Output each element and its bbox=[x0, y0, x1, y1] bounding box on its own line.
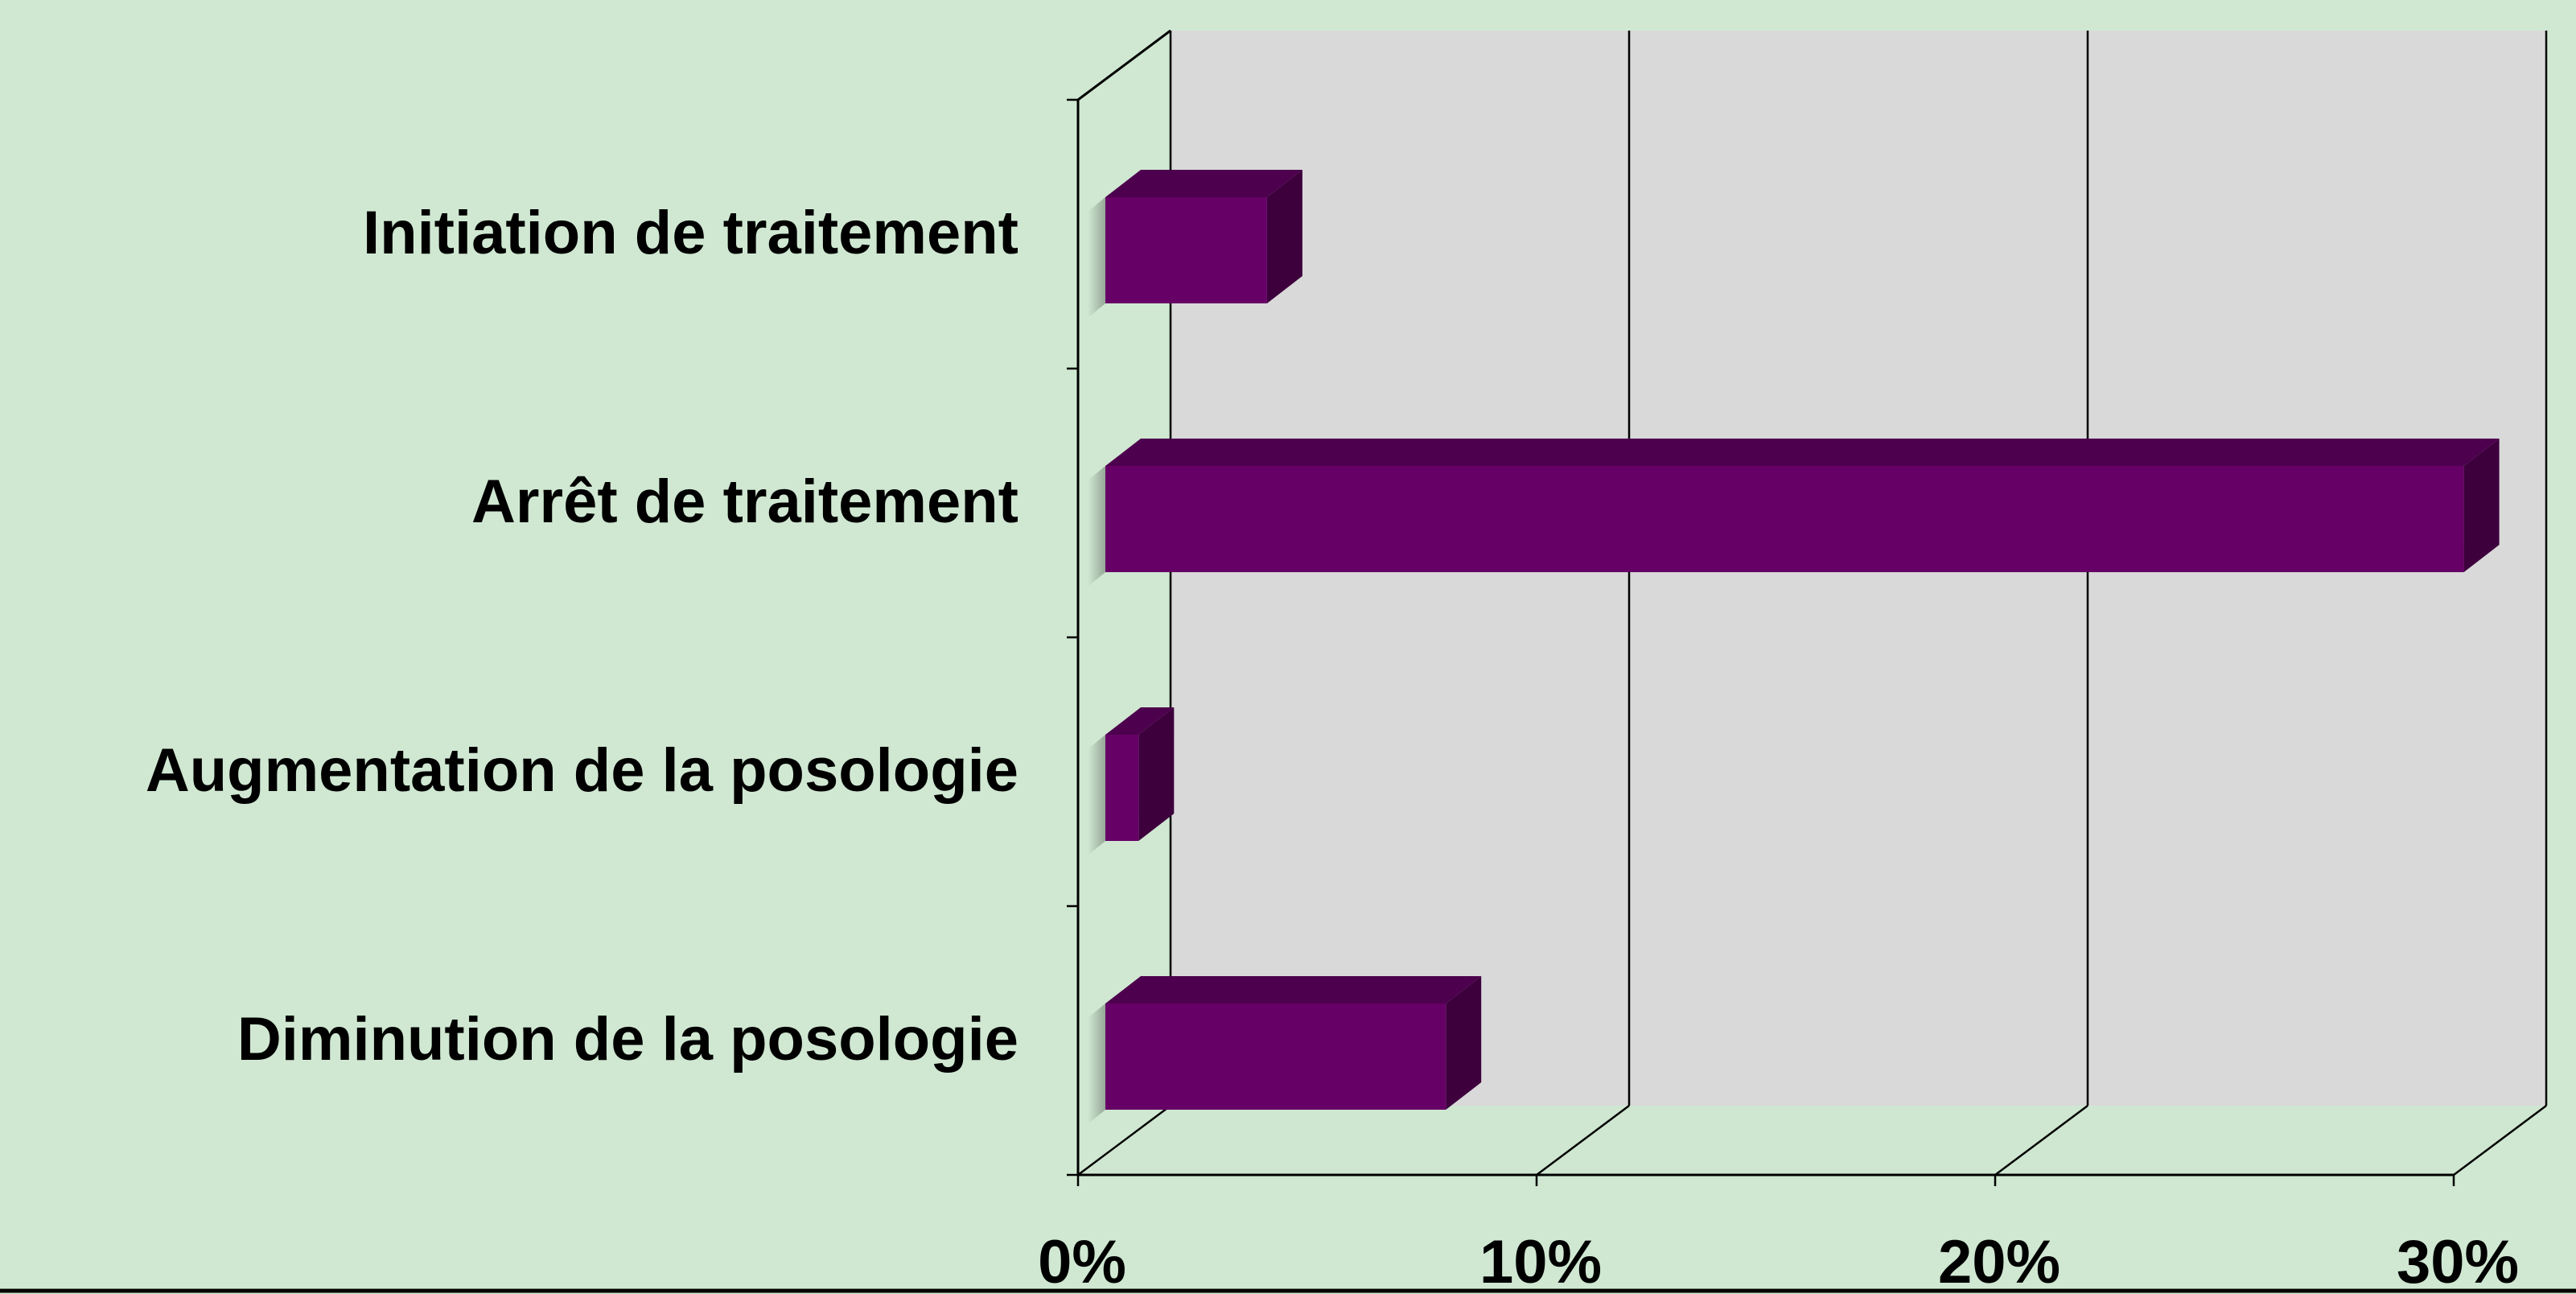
bar-front-face-4 bbox=[1105, 1003, 1446, 1110]
bar-shadow-1 bbox=[1088, 197, 1105, 318]
bar-top-face-4 bbox=[1105, 976, 1482, 1003]
bar-top-face-2 bbox=[1105, 439, 2500, 466]
bar-top-face-3 bbox=[1105, 707, 1175, 735]
bar-4 bbox=[1088, 976, 1482, 1124]
bar-front-face-1 bbox=[1105, 197, 1267, 303]
category-label-1: Initiation de traitement bbox=[363, 199, 1018, 267]
x-tick-label-3: 30% bbox=[2397, 1228, 2519, 1294]
bar-front-face-2 bbox=[1105, 466, 2464, 572]
category-label-2: Arrêt de traitement bbox=[471, 468, 1018, 536]
floor-gridline-20 bbox=[1994, 1104, 2088, 1177]
bars bbox=[1088, 170, 2500, 1124]
bar-side-face-4 bbox=[1446, 976, 1482, 1110]
bar-top-face-1 bbox=[1105, 170, 1302, 197]
category-labels: Initiation de traitement Arrêt de traitem… bbox=[146, 199, 1018, 1074]
chart-floor bbox=[1078, 1106, 2546, 1175]
x-tick-labels: 0% 10% 20% 30% bbox=[1038, 1228, 2519, 1294]
bar-front-face-3 bbox=[1105, 735, 1139, 841]
bar-side-face-1 bbox=[1266, 170, 1302, 303]
floor-gridline-10 bbox=[1536, 1104, 1630, 1177]
category-label-4: Diminution de la posologie bbox=[237, 1005, 1018, 1074]
x-tick-label-2: 20% bbox=[1938, 1228, 2060, 1294]
bar-shadow-3 bbox=[1088, 735, 1105, 855]
x-tick-label-0: 0% bbox=[1038, 1228, 1126, 1294]
category-label-3: Augmentation de la posologie bbox=[146, 736, 1018, 805]
chart-side-wall bbox=[1078, 31, 1171, 1175]
bar-2 bbox=[1088, 439, 2500, 587]
floor-gridline-0 bbox=[1077, 1104, 1171, 1177]
bar-side-face-3 bbox=[1138, 707, 1175, 841]
bar-shadow-4 bbox=[1088, 1003, 1105, 1124]
bar-3 bbox=[1088, 707, 1175, 855]
bar-side-face-2 bbox=[2463, 439, 2500, 572]
x-tick-label-1: 10% bbox=[1479, 1228, 1602, 1294]
floor-gridline-30 bbox=[2453, 1104, 2547, 1177]
bar-1 bbox=[1088, 170, 1302, 318]
y-axis-top-diagonal bbox=[1077, 29, 1171, 101]
bar-shadow-2 bbox=[1088, 466, 1105, 587]
